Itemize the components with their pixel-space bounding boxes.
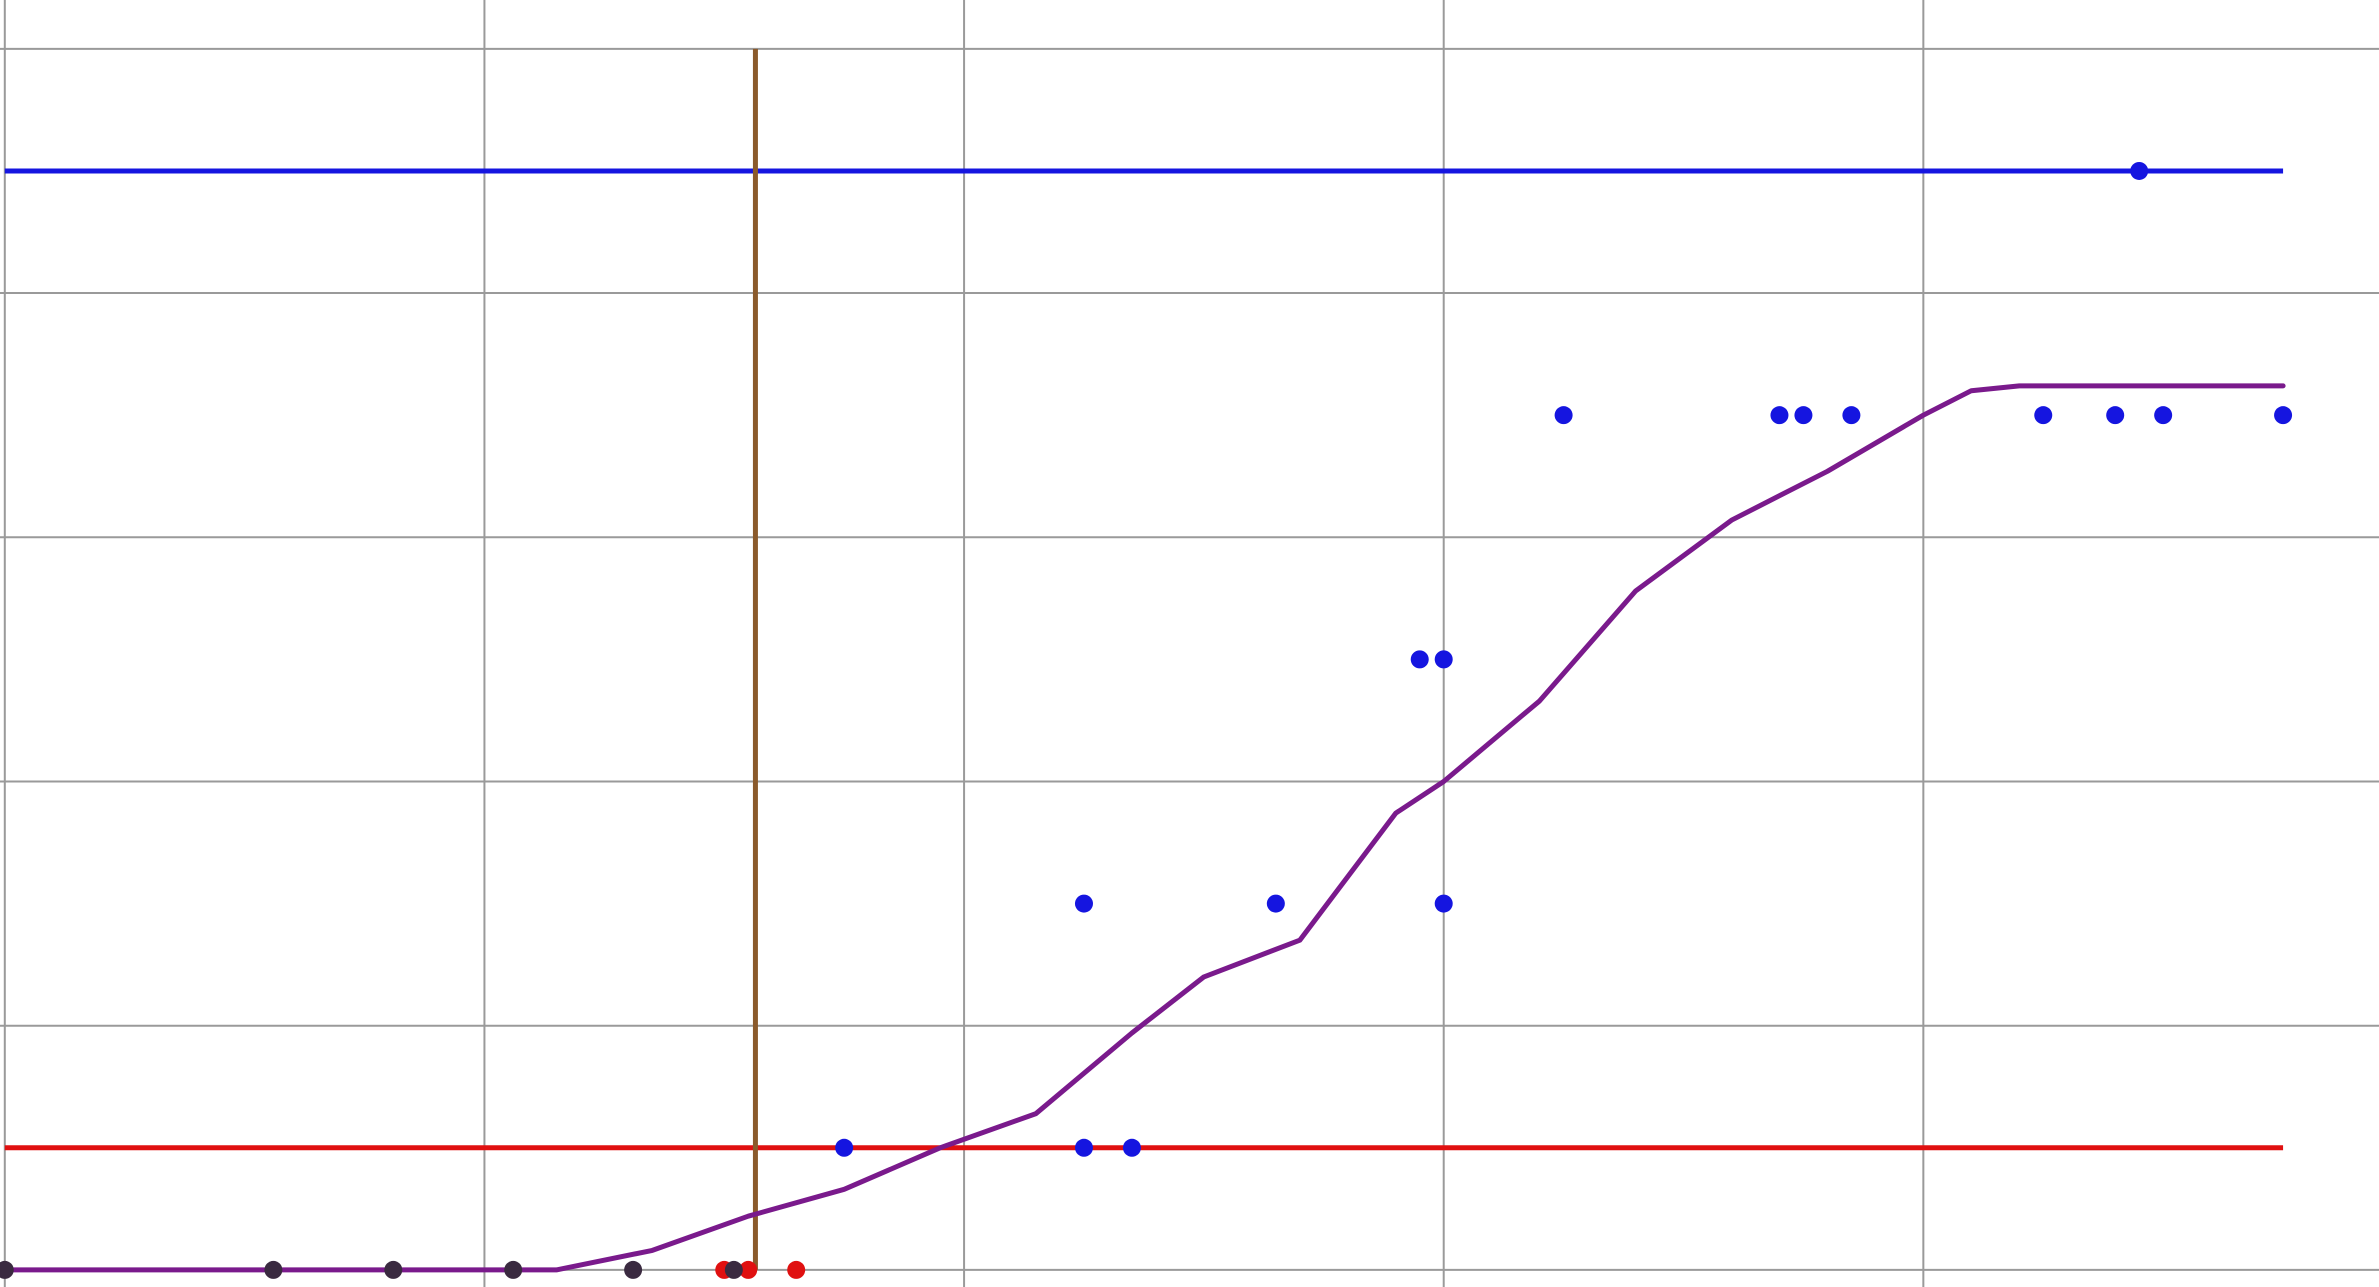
data-point-s0-11	[1842, 406, 1861, 425]
data-point-s1-1	[739, 1260, 758, 1279]
data-point-s0-12	[2034, 406, 2053, 425]
data-point-s2-3	[504, 1260, 523, 1279]
reference-lines	[4, 48, 2284, 1270]
data-point-s2-4	[624, 1260, 643, 1279]
data-point-s0-9	[1770, 406, 1789, 425]
data-point-s2-5	[724, 1260, 743, 1279]
data-point-s2-0	[0, 1260, 14, 1279]
data-points	[0, 161, 2293, 1279]
data-point-s0-1	[1074, 1138, 1093, 1157]
data-point-s0-0	[835, 1138, 854, 1157]
data-point-s0-13	[2106, 406, 2125, 425]
data-point-s0-14	[2154, 406, 2173, 425]
data-point-s0-15	[2274, 406, 2293, 425]
data-point-s1-2	[787, 1260, 806, 1279]
data-point-s2-1	[264, 1260, 283, 1279]
curve-line	[2, 383, 2286, 1273]
data-point-s0-4	[1266, 894, 1285, 913]
data-point-s0-7	[1434, 650, 1453, 669]
data-point-s0-2	[1122, 1138, 1141, 1157]
data-point-s2-2	[384, 1260, 403, 1279]
data-point-s0-6	[1410, 650, 1429, 669]
data-point-s0-5	[1434, 894, 1453, 913]
data-point-s0-8	[1554, 406, 1573, 425]
fitted-curve	[2, 383, 2286, 1273]
data-point-s0-16	[2130, 161, 2149, 180]
data-point-s0-10	[1794, 406, 1813, 425]
data-point-s0-3	[1074, 894, 1093, 913]
